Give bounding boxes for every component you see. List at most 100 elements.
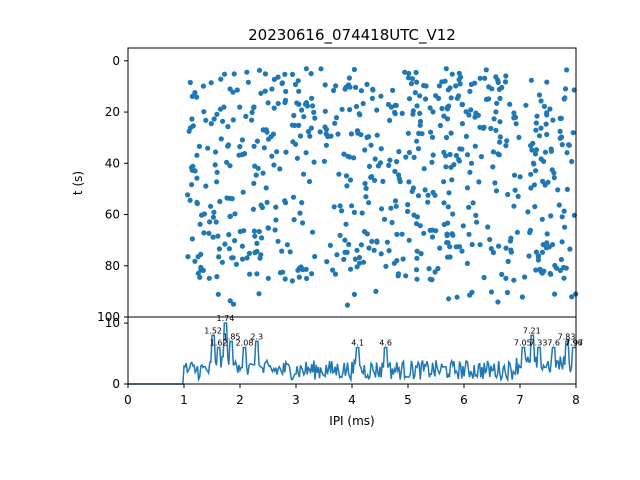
- raster-point: [287, 249, 293, 255]
- raster-point: [399, 110, 405, 116]
- raster-point: [303, 150, 309, 156]
- raster-point: [290, 139, 296, 145]
- raster-point: [192, 90, 198, 96]
- raster-point: [328, 133, 334, 139]
- raster-point: [371, 247, 377, 253]
- raster-point: [237, 228, 243, 235]
- raster-point: [548, 213, 554, 219]
- raster-point: [460, 223, 466, 229]
- raster-point: [189, 182, 195, 188]
- raster-y-tick-label: 100: [97, 310, 120, 324]
- raster-point: [342, 86, 348, 92]
- raster-point: [227, 163, 233, 169]
- raster-point: [282, 198, 288, 204]
- raster-point: [330, 267, 336, 273]
- raster-point: [378, 93, 384, 99]
- raster-point: [341, 151, 347, 157]
- raster-point: [271, 105, 277, 111]
- raster-point: [263, 185, 269, 191]
- raster-point: [332, 120, 338, 126]
- raster-point: [233, 261, 239, 267]
- raster-point: [347, 177, 354, 183]
- raster-point: [555, 187, 561, 193]
- raster-point: [327, 242, 333, 248]
- raster-point: [206, 275, 212, 281]
- raster-point: [312, 115, 318, 121]
- raster-y-tick-label: 20: [105, 105, 120, 119]
- raster-point: [256, 228, 262, 235]
- raster-point: [305, 129, 311, 135]
- raster-point: [414, 214, 420, 220]
- raster-point: [356, 111, 362, 117]
- raster-point: [551, 175, 557, 181]
- raster-point: [273, 204, 279, 210]
- raster-point: [351, 209, 357, 215]
- raster-point: [348, 131, 354, 137]
- raster-point: [346, 75, 352, 81]
- histogram-x-tick-label: 1: [180, 393, 188, 407]
- raster-point: [475, 112, 481, 118]
- raster-point: [552, 262, 558, 269]
- raster-point: [254, 138, 260, 144]
- raster-point: [336, 171, 342, 177]
- raster-point: [216, 246, 222, 252]
- raster-point: [423, 83, 429, 89]
- peak-label: 4.1: [351, 339, 364, 348]
- raster-point: [468, 160, 475, 166]
- raster-point: [339, 208, 345, 214]
- raster-point: [295, 78, 301, 84]
- raster-point: [198, 251, 204, 257]
- raster-point: [505, 191, 511, 198]
- raster-point: [308, 71, 314, 77]
- raster-point: [380, 178, 386, 184]
- raster-point: [491, 116, 497, 122]
- raster-point: [234, 87, 240, 93]
- raster-point: [415, 146, 422, 152]
- raster-point: [351, 291, 357, 297]
- raster-point: [265, 275, 271, 281]
- raster-point: [269, 153, 275, 159]
- raster-point: [497, 119, 503, 125]
- raster-point: [386, 248, 392, 254]
- raster-point: [493, 109, 499, 115]
- raster-point: [456, 93, 462, 99]
- raster-point: [567, 246, 573, 252]
- raster-y-axis-label: t (s): [71, 171, 85, 195]
- raster-point: [495, 77, 501, 83]
- raster-point: [251, 143, 257, 149]
- chart-title: 20230616_074418UTC_V12: [248, 26, 456, 45]
- raster-point: [200, 267, 206, 273]
- raster-point: [492, 180, 498, 186]
- raster-point: [487, 236, 493, 243]
- raster-point: [208, 203, 214, 209]
- raster-point: [477, 75, 483, 81]
- raster-point: [413, 221, 420, 227]
- raster-point: [271, 162, 277, 168]
- raster-point: [237, 144, 243, 150]
- raster-point: [414, 79, 420, 85]
- raster-point: [306, 178, 313, 185]
- raster-point: [548, 148, 555, 154]
- raster-point: [437, 122, 443, 129]
- raster-point: [464, 260, 470, 266]
- raster-point: [446, 296, 452, 302]
- raster-point: [467, 88, 473, 94]
- raster-point: [207, 219, 213, 225]
- raster-point: [477, 242, 483, 248]
- raster-point: [282, 276, 288, 282]
- raster-point: [533, 168, 539, 174]
- raster-point: [454, 294, 460, 300]
- raster-point: [322, 82, 328, 88]
- raster-point: [447, 151, 453, 158]
- raster-point: [226, 246, 232, 252]
- raster-point: [358, 242, 364, 248]
- raster-point: [507, 101, 513, 107]
- raster-point: [356, 254, 363, 261]
- raster-point: [392, 198, 399, 204]
- raster-point: [437, 245, 443, 251]
- raster-point: [374, 107, 380, 113]
- raster-point: [332, 271, 339, 277]
- raster-point: [262, 71, 268, 77]
- raster-point: [364, 81, 370, 87]
- raster-point: [559, 142, 565, 148]
